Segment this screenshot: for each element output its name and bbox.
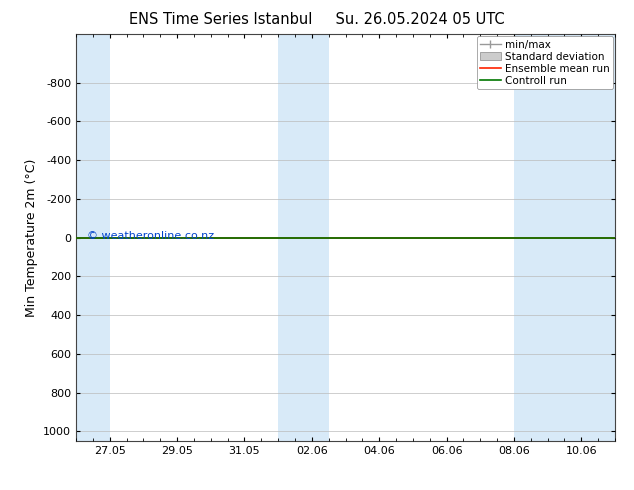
Bar: [278, 34, 328, 441]
Text: ENS Time Series Istanbul     Su. 26.05.2024 05 UTC: ENS Time Series Istanbul Su. 26.05.2024 …: [129, 12, 505, 27]
Bar: [76, 34, 110, 441]
Text: © weatheronline.co.nz: © weatheronline.co.nz: [87, 231, 214, 241]
Legend: min/max, Standard deviation, Ensemble mean run, Controll run: min/max, Standard deviation, Ensemble me…: [477, 36, 613, 89]
Y-axis label: Min Temperature 2m (°C): Min Temperature 2m (°C): [25, 158, 37, 317]
Bar: [514, 34, 615, 441]
